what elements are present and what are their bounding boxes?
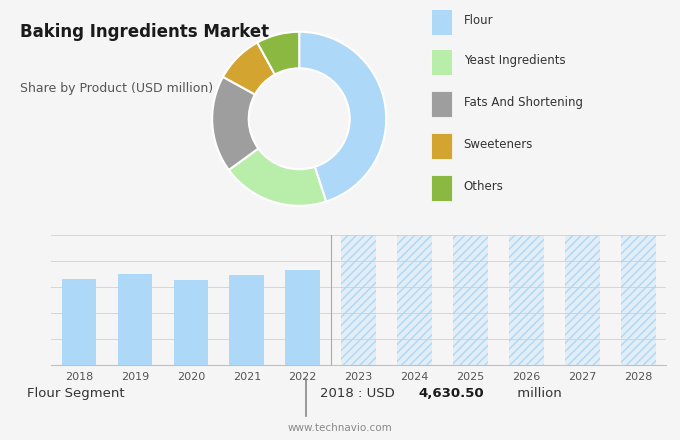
Text: Baking Ingredients Market: Baking Ingredients Market [20, 23, 269, 41]
Bar [454, 235, 488, 365]
Bar [173, 280, 208, 365]
Wedge shape [223, 43, 275, 95]
Text: Flour Segment: Flour Segment [27, 387, 125, 400]
Text: Fats And Shortening: Fats And Shortening [464, 96, 583, 109]
Text: Flour: Flour [464, 15, 493, 27]
Bar [286, 270, 320, 365]
Bar [118, 275, 152, 365]
Text: Share by Product (USD million): Share by Product (USD million) [20, 81, 214, 95]
Text: 4,630.50: 4,630.50 [418, 387, 484, 400]
Wedge shape [212, 77, 258, 170]
Bar [621, 235, 656, 365]
Bar [509, 235, 544, 365]
Wedge shape [299, 32, 386, 202]
Bar [229, 275, 264, 365]
Bar [621, 235, 656, 365]
Bar [397, 235, 432, 365]
Text: 2018 : USD: 2018 : USD [320, 387, 398, 400]
Text: million: million [513, 387, 562, 400]
Bar [454, 235, 488, 365]
Wedge shape [228, 148, 326, 206]
Text: www.technavio.com: www.technavio.com [288, 423, 392, 433]
FancyBboxPatch shape [431, 9, 452, 35]
Bar [565, 235, 600, 365]
Text: Others: Others [464, 180, 503, 193]
Bar [341, 235, 376, 365]
FancyBboxPatch shape [431, 133, 452, 158]
Text: Yeast Ingredients: Yeast Ingredients [464, 54, 565, 67]
Text: Sweeteners: Sweeteners [464, 138, 533, 151]
Bar [397, 235, 432, 365]
FancyBboxPatch shape [431, 175, 452, 201]
Bar [565, 235, 600, 365]
Bar [341, 235, 376, 365]
Wedge shape [257, 32, 299, 74]
Bar [509, 235, 544, 365]
FancyBboxPatch shape [431, 49, 452, 75]
FancyBboxPatch shape [431, 91, 452, 117]
Bar [62, 279, 97, 365]
